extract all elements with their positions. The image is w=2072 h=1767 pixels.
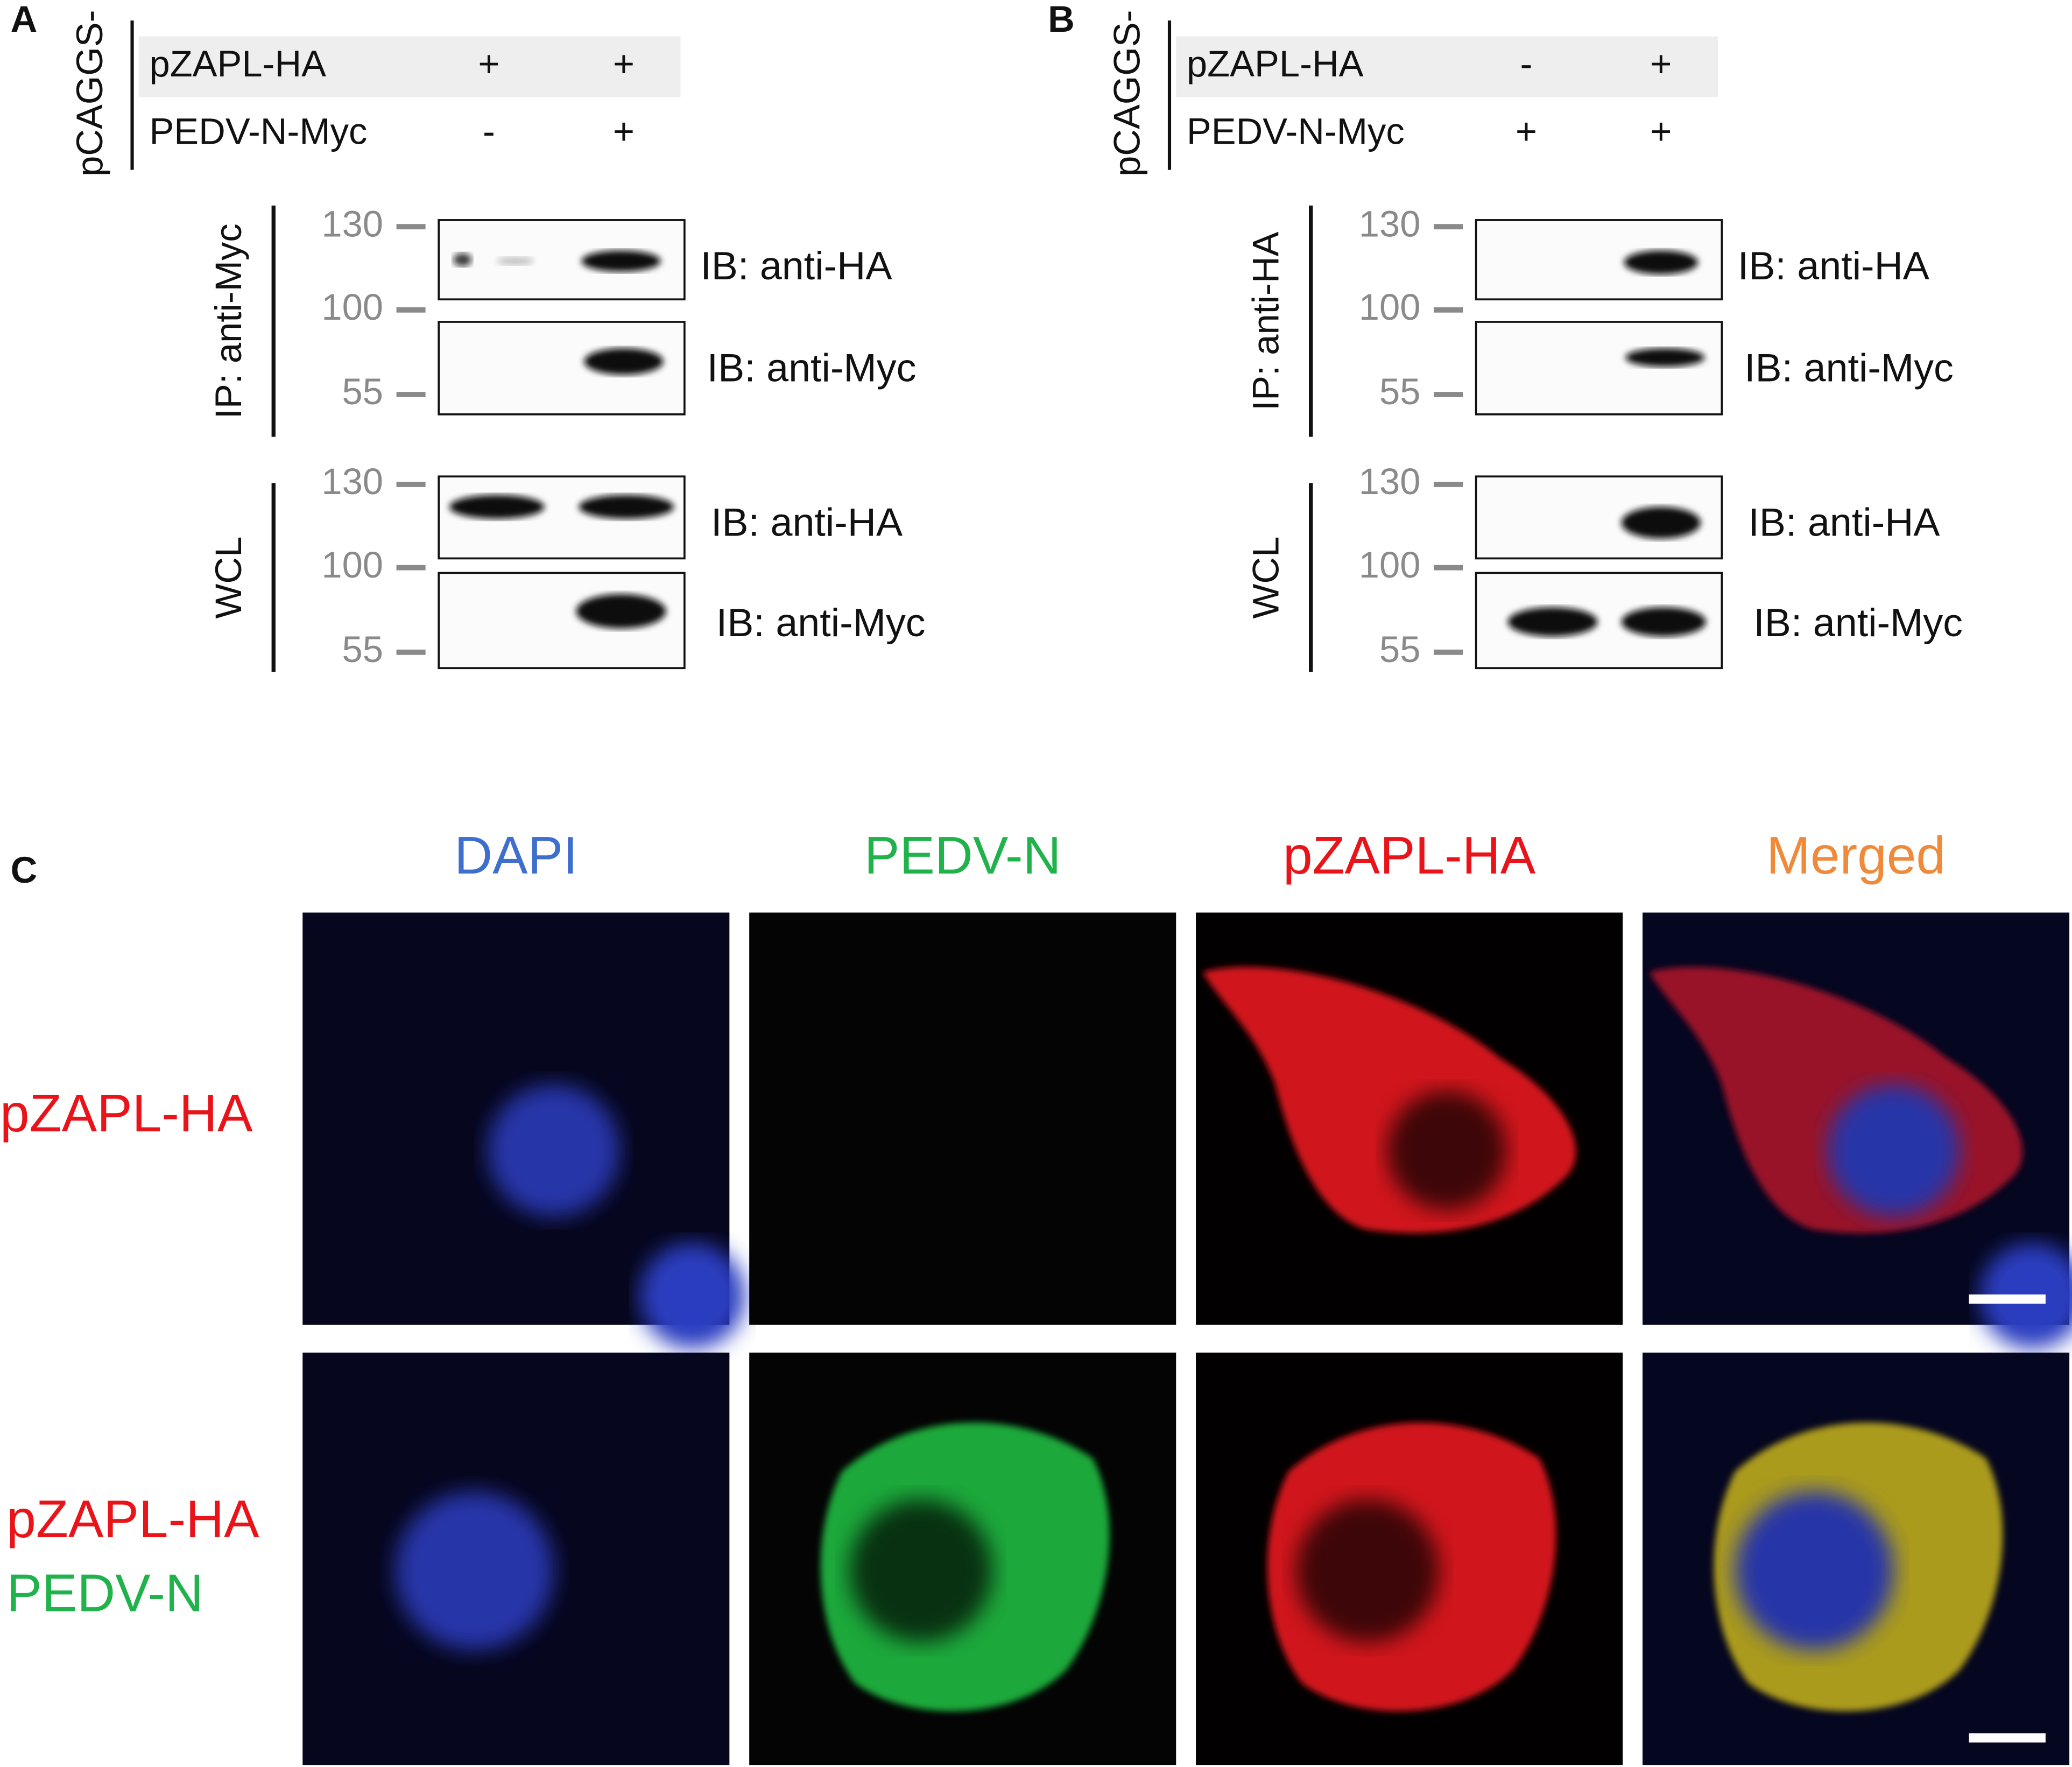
band — [1624, 250, 1699, 274]
condition-name: pZAPL-HA — [149, 43, 326, 85]
nucleus — [488, 1084, 620, 1217]
band — [1621, 607, 1706, 637]
mw-marker: 130 — [321, 203, 383, 244]
panel-label: C — [11, 849, 38, 891]
section-label: WCL — [1245, 537, 1286, 619]
band — [449, 495, 545, 519]
channel-header: Merged — [1766, 826, 1946, 885]
mw-marker: 55 — [1379, 629, 1420, 670]
lane-sign: - — [483, 110, 495, 152]
vector-label: pCAGGS- — [1106, 10, 1147, 176]
band — [584, 348, 664, 375]
mw-marker: 55 — [342, 371, 383, 412]
nucleus — [395, 1491, 554, 1650]
panel-label: A — [11, 0, 38, 40]
blot-label: IB: anti-Myc — [1753, 600, 1963, 645]
image-tile — [749, 912, 1176, 1325]
section-label: IP: anti-HA — [1245, 231, 1286, 411]
scale-bar — [1969, 1294, 2046, 1304]
scale-bar — [1969, 1733, 2046, 1743]
mw-marker: 100 — [321, 286, 383, 328]
channel-header: PEDV-N — [864, 826, 1061, 885]
lane-sign: + — [613, 110, 635, 152]
lane-sign: + — [613, 43, 635, 85]
mw-marker: 100 — [321, 544, 383, 586]
header-shade — [1176, 36, 1718, 97]
nucleus — [639, 1243, 745, 1349]
blot-label: IB: anti-HA — [1738, 243, 1929, 288]
blot-label: IB: anti-Myc — [707, 345, 917, 390]
row-label: PEDV-N — [6, 1563, 203, 1622]
lane-sign: + — [478, 43, 499, 85]
band — [1507, 607, 1598, 637]
panel-label: B — [1048, 0, 1075, 40]
condition-name: PEDV-N-Myc — [1187, 110, 1405, 152]
lane-sign: + — [1650, 43, 1672, 85]
mw-marker: 130 — [321, 461, 383, 502]
nucleus-shadow — [849, 1499, 992, 1642]
mw-marker: 100 — [1359, 286, 1421, 328]
band — [581, 250, 661, 272]
condition-name: PEDV-N-Myc — [149, 110, 367, 152]
lane-sign: + — [1650, 110, 1672, 152]
mw-marker: 100 — [1359, 544, 1421, 586]
band — [453, 253, 472, 266]
condition-name: pZAPL-HA — [1187, 43, 1364, 85]
row-label: pZAPL-HA — [0, 1083, 253, 1143]
vector-label: pCAGGS- — [69, 10, 110, 176]
lane-sign: + — [1516, 110, 1537, 152]
band — [576, 594, 666, 629]
blot-label: IB: anti-HA — [700, 243, 892, 288]
header-shade — [138, 36, 681, 97]
blot-membrane — [1475, 321, 1723, 416]
channel-header: pZAPL-HA — [1283, 826, 1536, 885]
section-label: WCL — [208, 537, 249, 619]
nucleus-shadow — [1387, 1090, 1507, 1210]
mw-marker: 55 — [1379, 371, 1420, 412]
lane-sign: - — [1520, 43, 1532, 85]
mw-marker: 55 — [342, 629, 383, 670]
mw-marker: 130 — [1359, 203, 1421, 244]
row-label: pZAPL-HA — [6, 1489, 259, 1548]
band — [1625, 348, 1705, 367]
microscopy: C DAPI PEDV-N pZAPL-HA Merged pZAPL-HA pZAPL-H… — [0, 826, 2072, 1765]
nucleus — [1735, 1491, 1894, 1650]
nucleus — [1827, 1084, 1960, 1217]
blot-label: IB: anti-Myc — [716, 600, 926, 645]
blot-label: IB: anti-HA — [1748, 500, 1940, 545]
blot-label: IB: anti-HA — [711, 500, 903, 545]
nucleus-shadow — [1296, 1499, 1439, 1642]
band — [497, 257, 534, 265]
band — [1621, 506, 1701, 539]
blot-label: IB: anti-Myc — [1744, 345, 1954, 390]
band — [579, 495, 674, 519]
channel-header: DAPI — [454, 826, 577, 885]
mw-marker: 130 — [1359, 461, 1421, 502]
section-label: IP: anti-Myc — [208, 223, 249, 419]
